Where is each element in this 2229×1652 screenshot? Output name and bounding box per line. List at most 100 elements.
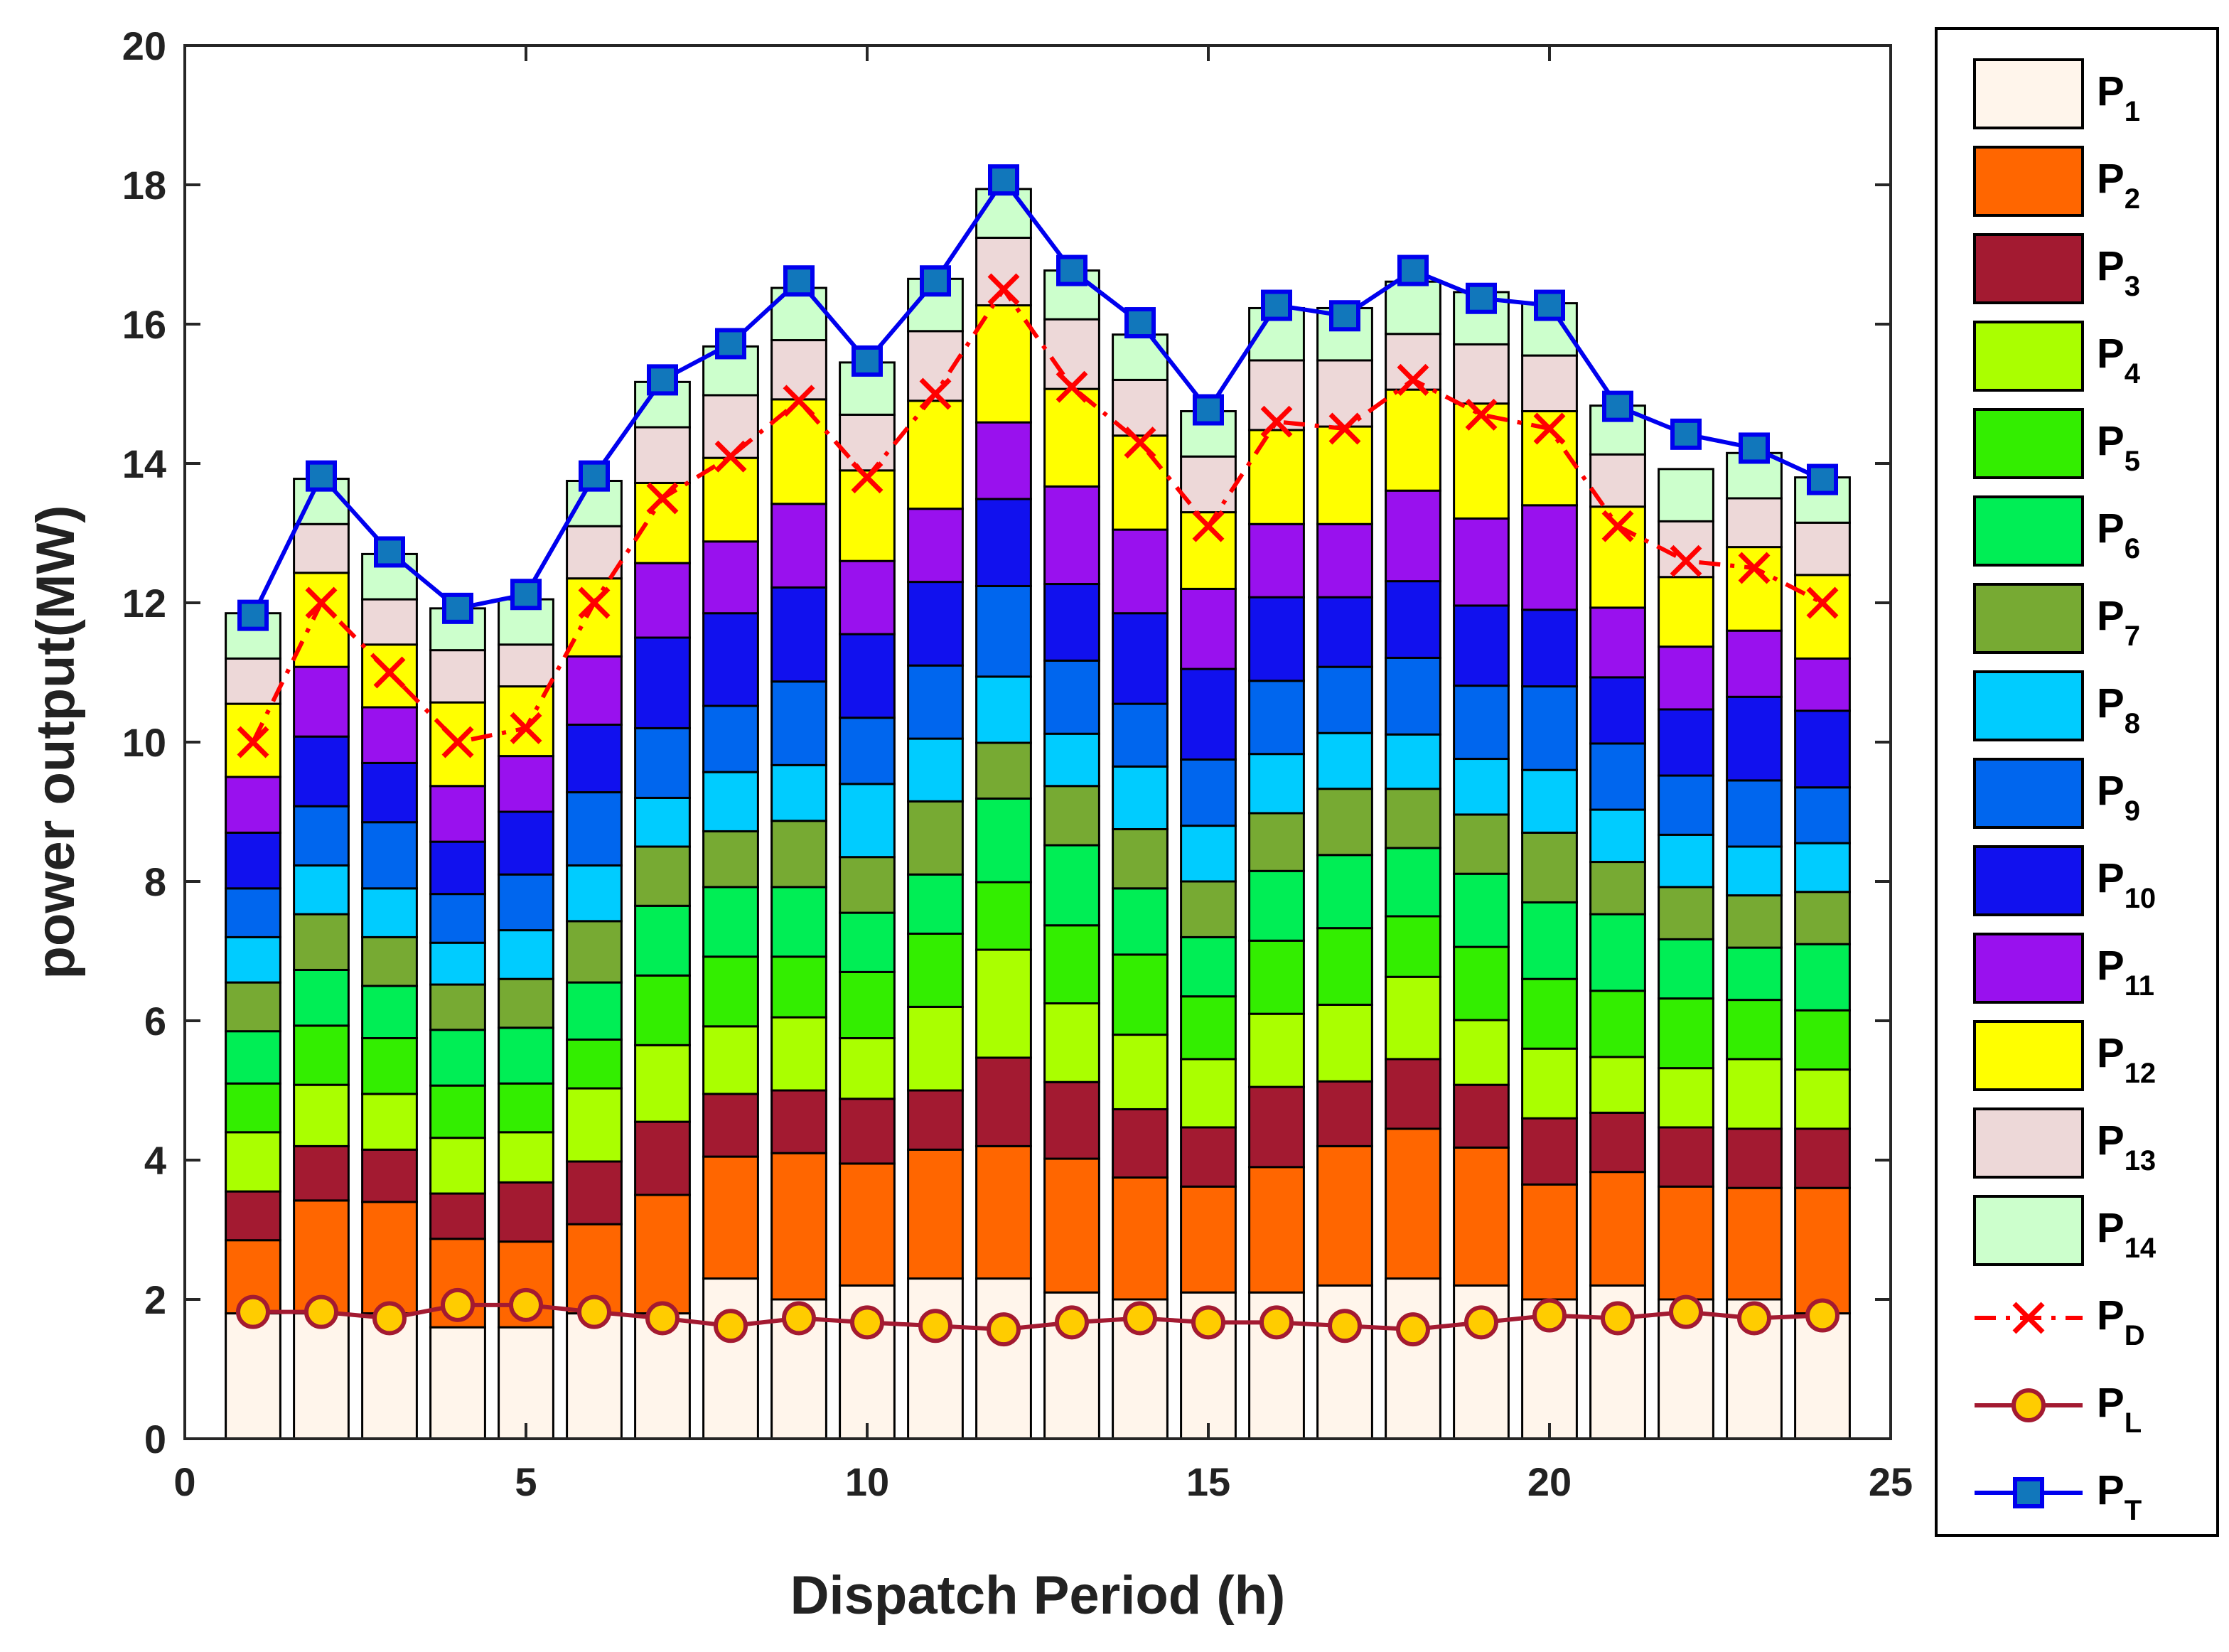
legend-label-p9: P9 (2097, 768, 2140, 827)
bar-segment-h1-p4 (225, 1131, 281, 1193)
bar-segment-h18-p3 (1385, 1058, 1441, 1130)
bar-segment-h9-p10 (770, 586, 827, 683)
bar-segment-h19-p3 (1453, 1083, 1510, 1149)
bar-segment-h5-p1 (498, 1326, 554, 1440)
x-tick-label-25: 25 (1869, 1459, 1913, 1504)
point-pd-h7-stroke-b (646, 482, 679, 515)
point-pd-h12-stroke-b (987, 273, 1020, 306)
point-pl-h4 (441, 1287, 475, 1322)
bar-segment-h3-p6 (361, 985, 418, 1039)
point-pd-h16-stroke-b (1260, 405, 1293, 438)
bar-segment-h13-p10 (1043, 583, 1100, 662)
point-pd-h3-stroke-b (373, 656, 406, 689)
bar-segment-h23-p12 (1726, 546, 1783, 632)
bar-segment-h24-p12 (1794, 574, 1851, 660)
bar-segment-h13-p9 (1043, 659, 1100, 735)
bar-segment-h2-p7 (293, 913, 350, 971)
point-pt-h21 (1602, 390, 1633, 422)
bar-segment-h22-p10 (1658, 708, 1714, 777)
bar-segment-h10-p9 (839, 717, 896, 785)
bar-segment-h17-p9 (1316, 665, 1373, 734)
y-tick-label-2: 2 (144, 1277, 166, 1322)
point-pt-h23 (1739, 432, 1770, 464)
bar-segment-h1-p8 (225, 935, 281, 984)
bar-segment-h8-p6 (702, 886, 759, 958)
point-pd-h15-stroke-b (1192, 510, 1225, 542)
point-pl-h5 (509, 1287, 543, 1322)
legend-swatch-p5 (1973, 408, 2084, 479)
bar-segment-h23-p8 (1726, 845, 1783, 897)
legend-label-main-pd: P (2097, 1292, 2125, 1339)
bar-segment-h13-p14 (1043, 269, 1100, 321)
point-pd-h10-stroke-b (851, 461, 883, 494)
bar-segment-h6-p8 (566, 864, 623, 923)
bar-segment-h14-p7 (1112, 828, 1169, 890)
bar-segment-h9-p13 (770, 339, 827, 401)
bar-segment-h15-p5 (1180, 995, 1237, 1061)
x-axis-ticks: 0 5 10 15 20 25 (173, 45, 1913, 1504)
point-pd-h20 (1533, 412, 1566, 445)
bar-segment-h4-p6 (429, 1029, 486, 1087)
bar-segment-h5-p3 (498, 1181, 554, 1243)
point-pd-h14-stroke-b (1124, 427, 1156, 459)
point-pl-h11 (918, 1309, 952, 1343)
bar-segment-h2-p9 (293, 805, 350, 867)
bar-segment-h14-p5 (1112, 953, 1169, 1036)
bar-segment-h14-p11 (1112, 528, 1169, 615)
bar-segment-h17-p11 (1316, 522, 1373, 599)
bar-segment-h21-p13 (1589, 453, 1646, 508)
bar-segment-h9-p8 (770, 763, 827, 822)
point-pt-h18 (1397, 254, 1429, 286)
bar-segment-h21-p11 (1589, 606, 1646, 679)
bar-segment-h21-p9 (1589, 742, 1646, 811)
bar-segment-h6-p7 (566, 920, 623, 984)
point-pd-h19 (1465, 398, 1498, 431)
bar-segment-h19-p2 (1453, 1146, 1510, 1287)
point-pl-h20 (1532, 1298, 1567, 1333)
bar-segment-h10-p13 (839, 413, 896, 472)
bar-segment-h4-p3 (429, 1192, 486, 1240)
bar-segment-h1-p9 (225, 887, 281, 938)
bar-segment-h13-p11 (1043, 485, 1100, 586)
bar-segment-h24-p1 (1794, 1312, 1851, 1440)
bar-segment-h12-p13 (975, 236, 1032, 307)
bar-segment-h7-p9 (634, 726, 691, 799)
bar-segment-h16-p7 (1248, 812, 1305, 872)
legend-label-sub-p12: 12 (2125, 1058, 2157, 1089)
stacked-bars (225, 188, 1851, 1440)
bar-segment-h3-p10 (361, 761, 418, 824)
bar-segment-h5-p10 (498, 810, 554, 876)
point-pt-h3 (374, 536, 405, 568)
point-pd-h17 (1328, 412, 1361, 445)
bar-segment-h6-p10 (566, 724, 623, 794)
bar-segment-h17-p2 (1316, 1144, 1373, 1287)
bar-segment-h6-p11 (566, 655, 623, 726)
bar-segment-h15-p7 (1180, 880, 1237, 938)
bar-segment-h18-p7 (1385, 788, 1441, 849)
legend-label-main-p7: P (2097, 593, 2125, 639)
bar-segment-h18-p1 (1385, 1277, 1441, 1440)
point-pd-h22-stroke-b (1670, 545, 1702, 577)
x-tick-label-10: 10 (845, 1459, 889, 1504)
legend-label-main-p11: P (2097, 943, 2125, 989)
bar-segment-h18-p4 (1385, 975, 1441, 1061)
series-lines (236, 164, 1839, 1347)
point-pd-h5 (510, 712, 542, 744)
bar-segment-h10-p5 (839, 970, 896, 1040)
bar-segment-h10-p7 (839, 856, 896, 914)
bar-segment-h2-p13 (293, 522, 350, 574)
y-tick-label-10: 10 (122, 720, 166, 765)
bar-segment-h23-p6 (1726, 946, 1783, 1002)
bar-segment-h1-p13 (225, 657, 281, 705)
point-pl-h23 (1737, 1301, 1771, 1336)
point-pd-h23 (1738, 552, 1771, 584)
bar-segment-h19-p13 (1453, 343, 1510, 405)
point-pd-h11 (919, 377, 952, 410)
point-pd-h6-stroke-b (578, 586, 611, 619)
point-pd-h24 (1806, 586, 1839, 619)
legend-label-sub-p3: 3 (2125, 271, 2140, 302)
point-pt-h2 (306, 460, 337, 492)
bar-segment-h4-p9 (429, 893, 486, 944)
bar-segment-h18-p14 (1385, 280, 1441, 336)
